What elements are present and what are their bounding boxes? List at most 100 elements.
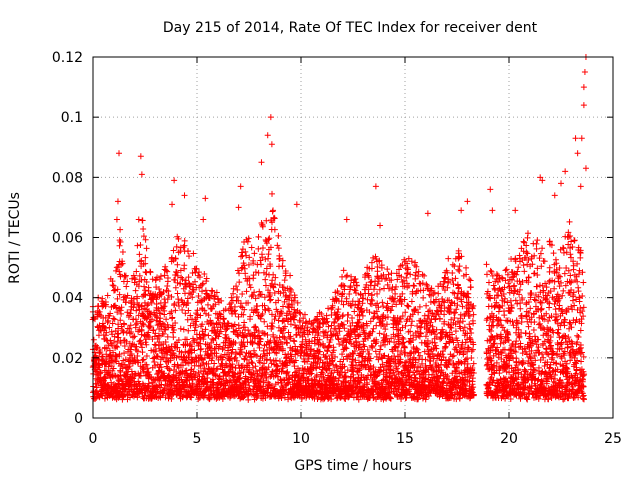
data-point: [454, 295, 461, 302]
data-point: [161, 311, 168, 318]
data-point: [283, 339, 290, 346]
data-point: [102, 325, 109, 332]
data-point: [135, 359, 142, 366]
data-point: [143, 361, 150, 368]
data-point: [121, 350, 128, 357]
data-point: [172, 320, 179, 327]
data-point: [410, 282, 417, 289]
data-point: [275, 245, 282, 252]
data-point: [186, 253, 193, 260]
data-point: [164, 296, 171, 303]
data-point: [335, 336, 342, 343]
data-point: [105, 363, 112, 370]
data-point: [145, 284, 152, 291]
data-point: [468, 355, 475, 362]
data-point: [470, 360, 477, 367]
data-point: [160, 330, 167, 337]
data-point: [185, 280, 192, 287]
data-point: [140, 226, 147, 233]
data-point: [117, 238, 124, 245]
data-point: [119, 260, 126, 267]
data-point: [206, 395, 213, 402]
data-point: [197, 335, 204, 342]
data-point: [116, 242, 123, 249]
data-point: [349, 314, 356, 321]
data-point: [507, 297, 514, 304]
data-point: [132, 324, 139, 331]
data-point: [169, 314, 176, 321]
data-point: [205, 352, 212, 359]
data-point: [142, 254, 149, 261]
data-point: [138, 257, 145, 264]
data-point: [198, 299, 205, 306]
data-point: [93, 345, 100, 352]
data-point: [157, 361, 164, 368]
data-point: [202, 310, 209, 317]
data-point: [281, 277, 288, 284]
data-point: [181, 262, 188, 269]
data-point: [131, 333, 138, 340]
data-point: [213, 366, 220, 373]
data-point: [151, 377, 158, 384]
data-point: [274, 242, 281, 249]
data-point: [180, 244, 187, 251]
data-point: [287, 321, 294, 328]
data-point: [450, 352, 457, 359]
data-point: [490, 282, 497, 289]
data-point: [147, 269, 154, 276]
data-point: [114, 295, 121, 302]
data-point: [96, 346, 103, 353]
data-point: [144, 332, 151, 339]
data-point: [115, 321, 122, 328]
data-point: [145, 369, 152, 376]
data-point: [172, 307, 179, 314]
data-point: [187, 384, 194, 391]
data-point: [445, 255, 452, 262]
data-point: [388, 270, 395, 277]
data-point: [192, 324, 199, 331]
data-point: [164, 282, 171, 289]
data-point: [106, 347, 113, 354]
data-point: [161, 303, 168, 310]
data-point: [206, 295, 213, 302]
data-point: [197, 346, 204, 353]
data-point: [190, 250, 197, 257]
data-point: [117, 339, 124, 346]
data-point: [137, 241, 144, 248]
data-point: [175, 336, 182, 343]
data-point: [122, 272, 129, 279]
data-point: [160, 289, 167, 296]
data-point: [255, 245, 262, 252]
data-point: [452, 309, 459, 316]
data-point: [103, 345, 110, 352]
data-point: [170, 334, 177, 341]
data-point: [117, 317, 124, 324]
data-point: [169, 347, 176, 354]
data-point: [94, 344, 101, 351]
data-point: [259, 245, 266, 251]
data-point: [126, 363, 133, 370]
data-point: [139, 365, 146, 372]
data-point: [201, 331, 208, 338]
data-point: [455, 285, 462, 292]
data-point: [196, 274, 203, 281]
data-point: [209, 288, 216, 295]
data-point: [192, 372, 199, 379]
data-point: [115, 330, 122, 337]
data-point: [183, 283, 190, 290]
data-point: [99, 295, 106, 302]
data-point: [156, 286, 163, 293]
data-point: [507, 347, 514, 354]
data-point: [142, 236, 149, 243]
data-point: [203, 278, 210, 285]
data-point: [162, 263, 169, 270]
data-point: [491, 303, 498, 310]
data-point: [157, 384, 164, 391]
data-point: [177, 267, 184, 274]
data-point: [146, 373, 153, 380]
data-point: [254, 303, 261, 310]
data-point: [324, 348, 331, 355]
data-point: [134, 242, 141, 249]
data-point: [379, 299, 386, 306]
data-point: [182, 348, 189, 355]
